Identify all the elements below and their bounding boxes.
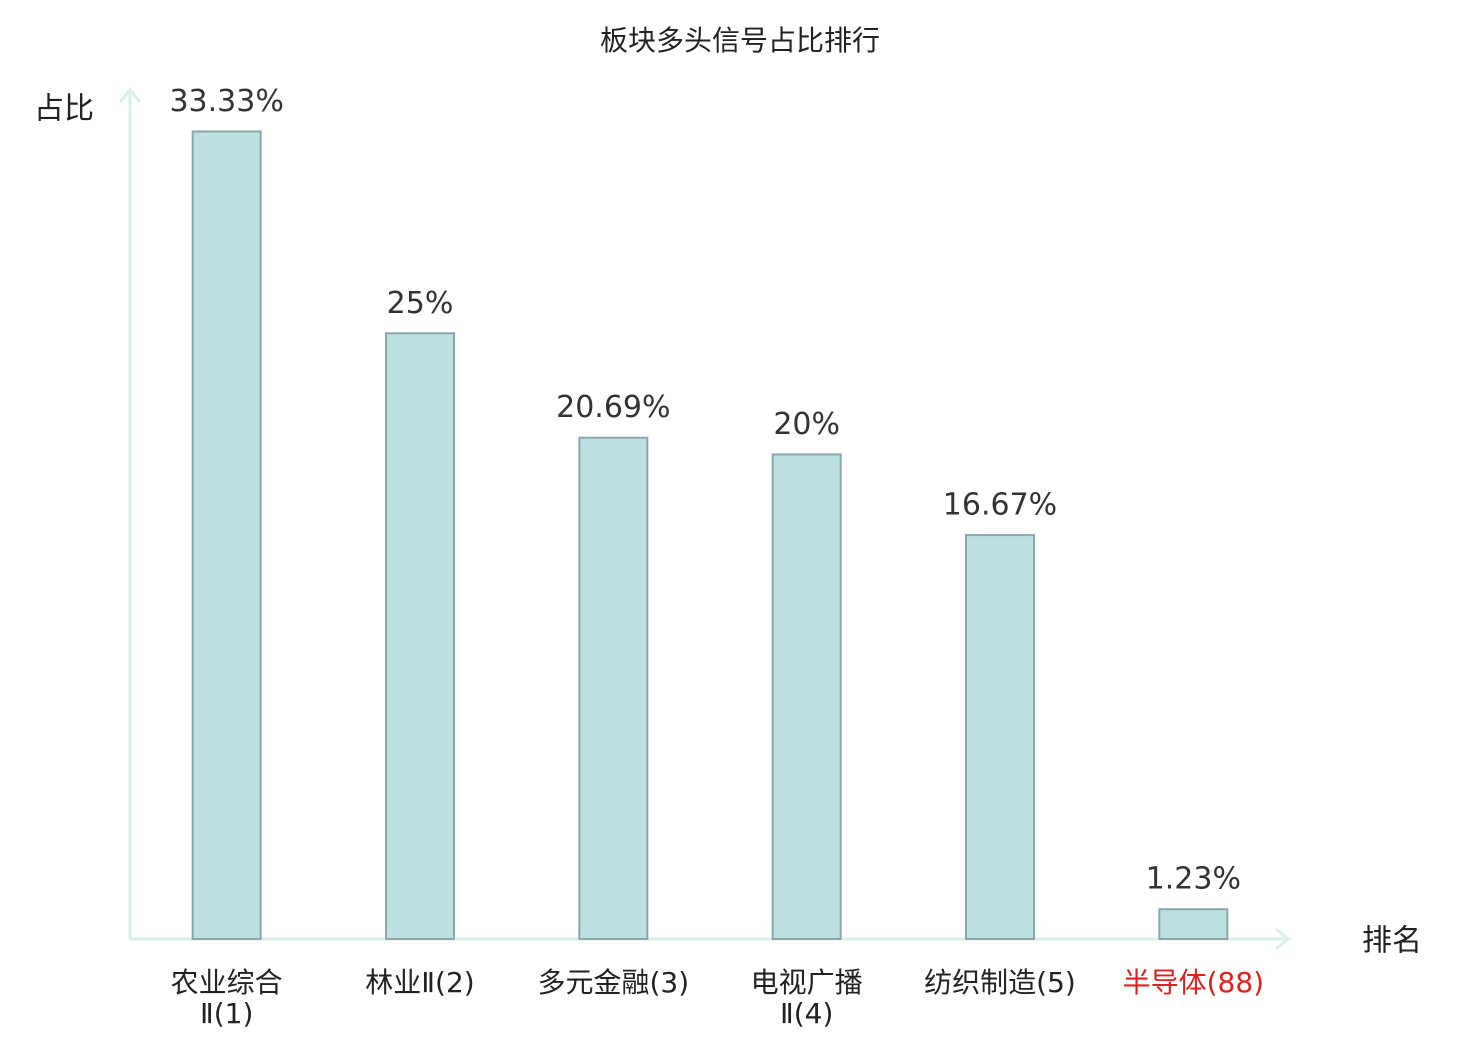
x-axis-label: 排名 (1362, 924, 1422, 959)
bar (578, 436, 649, 940)
y-axis-label: 占比 (34, 92, 94, 127)
data-label: 20.69% (556, 390, 670, 425)
data-label: 16.67% (943, 488, 1057, 523)
x-tick-label: 林业Ⅱ(2) (365, 966, 474, 999)
bar (965, 534, 1035, 941)
chart-title: 板块多头信号占比排行 (600, 24, 880, 57)
bar (1158, 908, 1229, 940)
data-label: 25% (387, 286, 454, 321)
data-label: 33.33% (169, 84, 283, 119)
bar (191, 130, 262, 940)
x-tick-label: 半导体(88) (1123, 966, 1264, 999)
data-label: 1.23% (1146, 862, 1241, 897)
bar (385, 332, 455, 940)
x-tick-label: 农业综合 Ⅱ(1) (171, 966, 283, 1030)
x-tick-label: 纺织制造(5) (924, 966, 1076, 999)
bar (771, 453, 842, 940)
axes (118, 87, 1291, 951)
x-tick-label: 电视广播 Ⅱ(4) (751, 966, 863, 1030)
data-label: 20% (773, 407, 840, 442)
x-tick-label: 多元金融(3) (537, 966, 689, 999)
